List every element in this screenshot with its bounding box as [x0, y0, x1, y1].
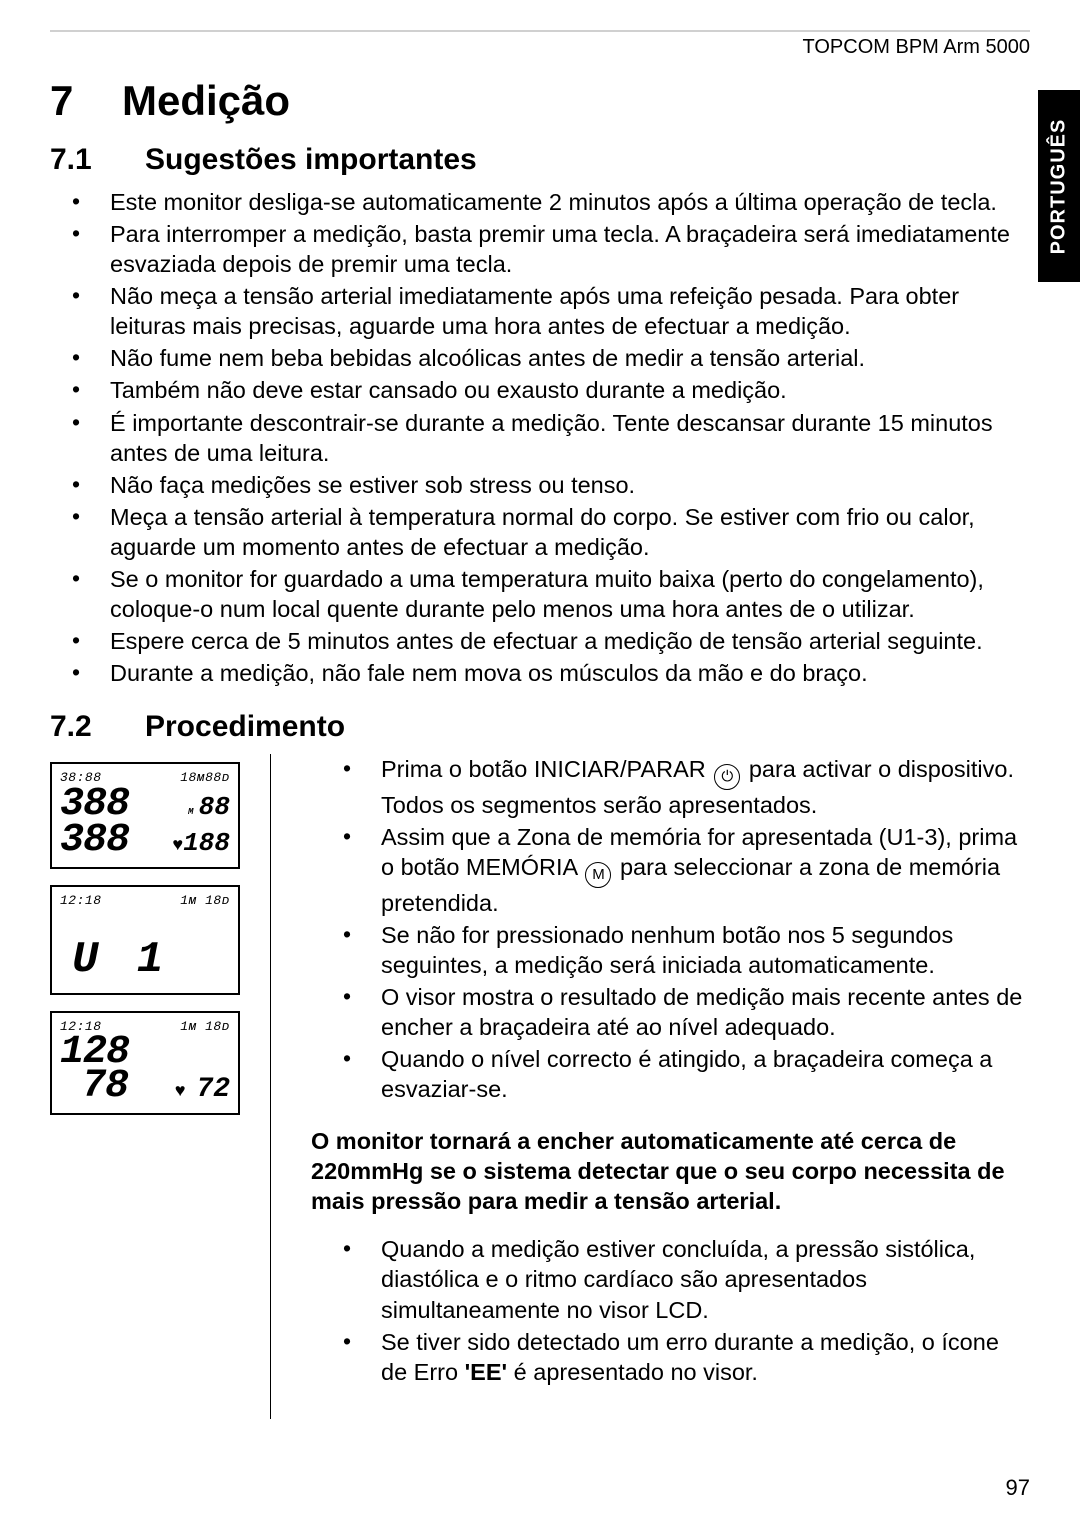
- list-item: É importante descontrair-se durante a me…: [50, 408, 1030, 468]
- page-number: 97: [1006, 1475, 1030, 1501]
- list-item: Meça a tensão arterial à temperatura nor…: [50, 502, 1030, 562]
- lcd-column: 38:88 18ᴍ88ᴅ 388 M 88 388 ♥188 12:18 1ᴍ …: [50, 754, 240, 1419]
- lcd1-dia-r: 188: [183, 828, 230, 858]
- lcd3-dia: 78: [82, 1070, 128, 1104]
- memory-icon: M: [585, 862, 611, 888]
- language-label: PORTUGUÊS: [1048, 118, 1071, 254]
- power-icon: ⏻: [714, 764, 740, 790]
- list-item: O visor mostra o resultado de medição ma…: [311, 982, 1030, 1042]
- list-item: Prima o botão INICIAR/PARAR ⏻ para activ…: [311, 754, 1030, 820]
- section-title-text: Medição: [122, 77, 290, 124]
- section-heading: 7Medição: [50, 77, 1030, 125]
- procedure-body: Prima o botão INICIAR/PARAR ⏻ para activ…: [270, 754, 1030, 1419]
- header-bar: TOPCOM BPM Arm 5000: [50, 30, 1030, 59]
- list-item: Não faça medições se estiver sob stress …: [50, 470, 1030, 500]
- list-item: Assim que a Zona de memória for apresent…: [311, 822, 1030, 918]
- list-item: Para interromper a medição, basta premir…: [50, 219, 1030, 279]
- subsection-7-1-title: Sugestões importantes: [145, 143, 477, 176]
- list-item: Não fume nem beba bebidas alcoólicas ant…: [50, 343, 1030, 373]
- procedure-list-b: Quando a medição estiver concluída, a pr…: [311, 1234, 1030, 1386]
- list-item: Se o monitor for guardado a uma temperat…: [50, 564, 1030, 624]
- list-item: Espere cerca de 5 minutos antes de efect…: [50, 626, 1030, 656]
- lcd2-time: 12:18: [60, 893, 102, 908]
- procedure-list-a: Prima o botão INICIAR/PARAR ⏻ para activ…: [311, 754, 1030, 1104]
- lcd1-date: 18ᴍ88ᴅ: [180, 770, 230, 785]
- product-name: TOPCOM BPM Arm 5000: [803, 36, 1030, 58]
- lcd3-date: 1ᴍ 18ᴅ: [180, 1019, 230, 1034]
- lcd1-dia: 388: [60, 823, 129, 859]
- lcd-screen-3: 12:18 1ᴍ 18ᴅ 128 78 ♥ 72: [50, 1011, 240, 1115]
- subsection-7-1-heading: 7.1Sugestões importantes: [50, 143, 1030, 177]
- subsection-7-1-number: 7.1: [50, 143, 145, 177]
- bold-note: O monitor tornará a encher automaticamen…: [311, 1126, 1030, 1216]
- language-tab: PORTUGUÊS: [1038, 90, 1080, 282]
- procedure-row: 38:88 18ᴍ88ᴅ 388 M 88 388 ♥188 12:18 1ᴍ …: [50, 754, 1030, 1419]
- lcd2-date: 1ᴍ 18ᴅ: [180, 893, 230, 908]
- subsection-7-2-title: Procedimento: [145, 710, 345, 743]
- tips-list: Este monitor desliga-se automaticamente …: [50, 187, 1030, 688]
- list-item: Se não for pressionado nenhum botão nos …: [311, 920, 1030, 980]
- list-item: Durante a medição, não fale nem mova os …: [50, 658, 1030, 688]
- list-item: Também não deve estar cansado ou exausto…: [50, 375, 1030, 405]
- subsection-7-2-number: 7.2: [50, 710, 145, 744]
- lcd3-pulse: 72: [196, 1074, 230, 1105]
- list-item: Não meça a tensão arterial imediatamente…: [50, 281, 1030, 341]
- lcd2-user: U 1: [72, 935, 169, 985]
- list-item: Se tiver sido detectado um erro durante …: [311, 1327, 1030, 1387]
- section-number: 7: [50, 77, 122, 125]
- lcd-screen-2: 12:18 1ᴍ 18ᴅ U 1: [50, 885, 240, 995]
- lcd1-sys-r: 88: [199, 792, 230, 822]
- subsection-7-2-heading: 7.2Procedimento: [50, 710, 1030, 744]
- lcd-screen-1: 38:88 18ᴍ88ᴅ 388 M 88 388 ♥188: [50, 762, 240, 869]
- list-item: Este monitor desliga-se automaticamente …: [50, 187, 1030, 217]
- list-item: Quando o nível correcto é atingido, a br…: [311, 1044, 1030, 1104]
- list-item: Quando a medição estiver concluída, a pr…: [311, 1234, 1030, 1324]
